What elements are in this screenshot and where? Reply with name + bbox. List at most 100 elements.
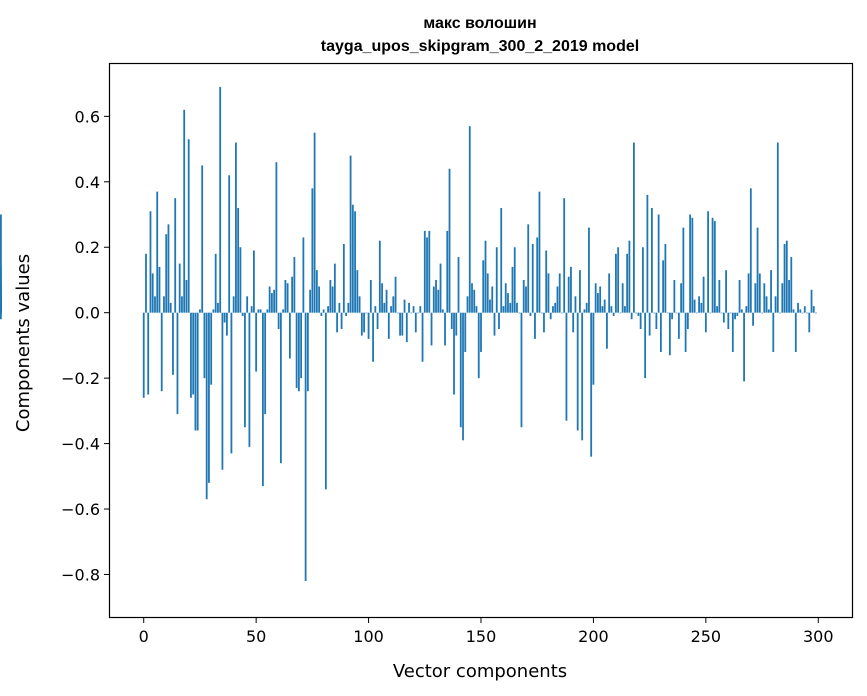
bar-130 [435,279,437,313]
bar-204 [601,306,604,313]
bar-118 [408,302,410,313]
bar-231 [662,260,665,313]
y-tick-label: −0.2 [61,369,100,388]
bar-179 [545,250,548,313]
bar-31 [212,309,215,313]
bar-123 [419,306,422,313]
bar-259 [725,270,727,313]
bar-39 [230,312,233,454]
bar-137 [450,312,453,330]
bar-36 [223,312,226,323]
bar-262 [731,312,734,352]
bar-178 [543,312,545,333]
y-tick-label: −0.4 [61,435,100,454]
bar-140 [457,257,460,313]
bar-188 [565,312,568,421]
bar-187 [563,198,566,313]
bar-282 [776,142,779,313]
bar-263 [734,312,736,320]
bar-286 [785,240,788,313]
bar-34 [219,86,222,313]
bar-245 [693,299,696,313]
bar-175 [536,237,539,313]
bar-149 [477,312,480,379]
bar-76 [313,132,316,313]
bar-243 [689,214,692,313]
bar-216 [628,240,631,313]
bar-38 [228,175,231,313]
bar-222 [641,247,644,313]
bar-291 [797,302,799,313]
x-tick-label: 150 [466,627,497,646]
bar-210 [615,253,617,313]
bar-16 [178,263,181,313]
bar-227 [653,312,656,314]
bar-233 [666,312,669,314]
bar-284 [781,283,784,313]
bar-105 [378,240,381,313]
bar-71 [302,237,305,313]
bar-283 [779,312,781,314]
bar-117 [405,312,408,343]
bar-43 [239,247,242,313]
bar-139 [455,312,458,336]
bar-214 [624,306,626,313]
bar-61 [279,312,282,464]
bar-10 [165,234,168,313]
bar-57 [270,293,273,313]
bar-190 [570,266,572,313]
bar-276 [763,283,766,313]
bar-254 [713,221,716,313]
chart-title-line-1: макс волошин [423,15,536,32]
bar-99 [365,312,368,314]
y-tick-label: −0.8 [61,565,100,584]
bar-125 [423,230,426,313]
bar-126 [426,237,428,313]
bar-144 [466,296,469,313]
y-tick-label: −0.6 [61,500,100,519]
bar-97 [360,312,363,336]
bar-82 [327,306,329,313]
bar-197 [585,302,588,313]
bar-277 [765,296,768,313]
bar-100 [367,312,370,339]
bar-6 [156,191,159,313]
bar-83 [329,279,332,313]
y-axis-ticks: −0.8 −0.6 −0.4 −0.2 0.0 0.2 0.4 0.6 [61,107,110,584]
bar-undefined [0,214,2,313]
bar-110 [390,306,392,313]
bar-104 [376,312,379,330]
bar-167 [518,312,521,314]
bar-269 [747,273,750,313]
bar-133 [441,309,444,313]
bar-242 [686,312,689,330]
bar-176 [538,191,541,313]
bar-169 [522,279,525,313]
bar-84 [331,286,334,313]
bar-226 [650,207,653,313]
bar-152 [484,240,487,313]
bar-26 [201,165,204,313]
bar-121 [414,312,417,333]
bar-236 [673,279,676,313]
bar-95 [356,270,359,313]
y-tick-label: 0.0 [75,304,100,323]
bar-295 [806,312,808,314]
bar-25 [199,309,201,313]
bar-257 [720,312,723,314]
bar-189 [567,276,570,313]
bar-72 [304,312,307,582]
bar-56 [268,286,271,313]
bar-78 [318,286,321,313]
bar-161 [504,283,507,313]
bar-127 [428,230,431,313]
bar-159 [500,207,503,313]
bar-211 [617,247,620,313]
bar-106 [381,283,383,313]
bar-288 [790,257,793,313]
bar-51 [257,309,260,313]
bar-183 [554,302,557,313]
bar-275 [761,312,763,314]
bar-218 [633,142,635,313]
bar-191 [572,312,575,333]
